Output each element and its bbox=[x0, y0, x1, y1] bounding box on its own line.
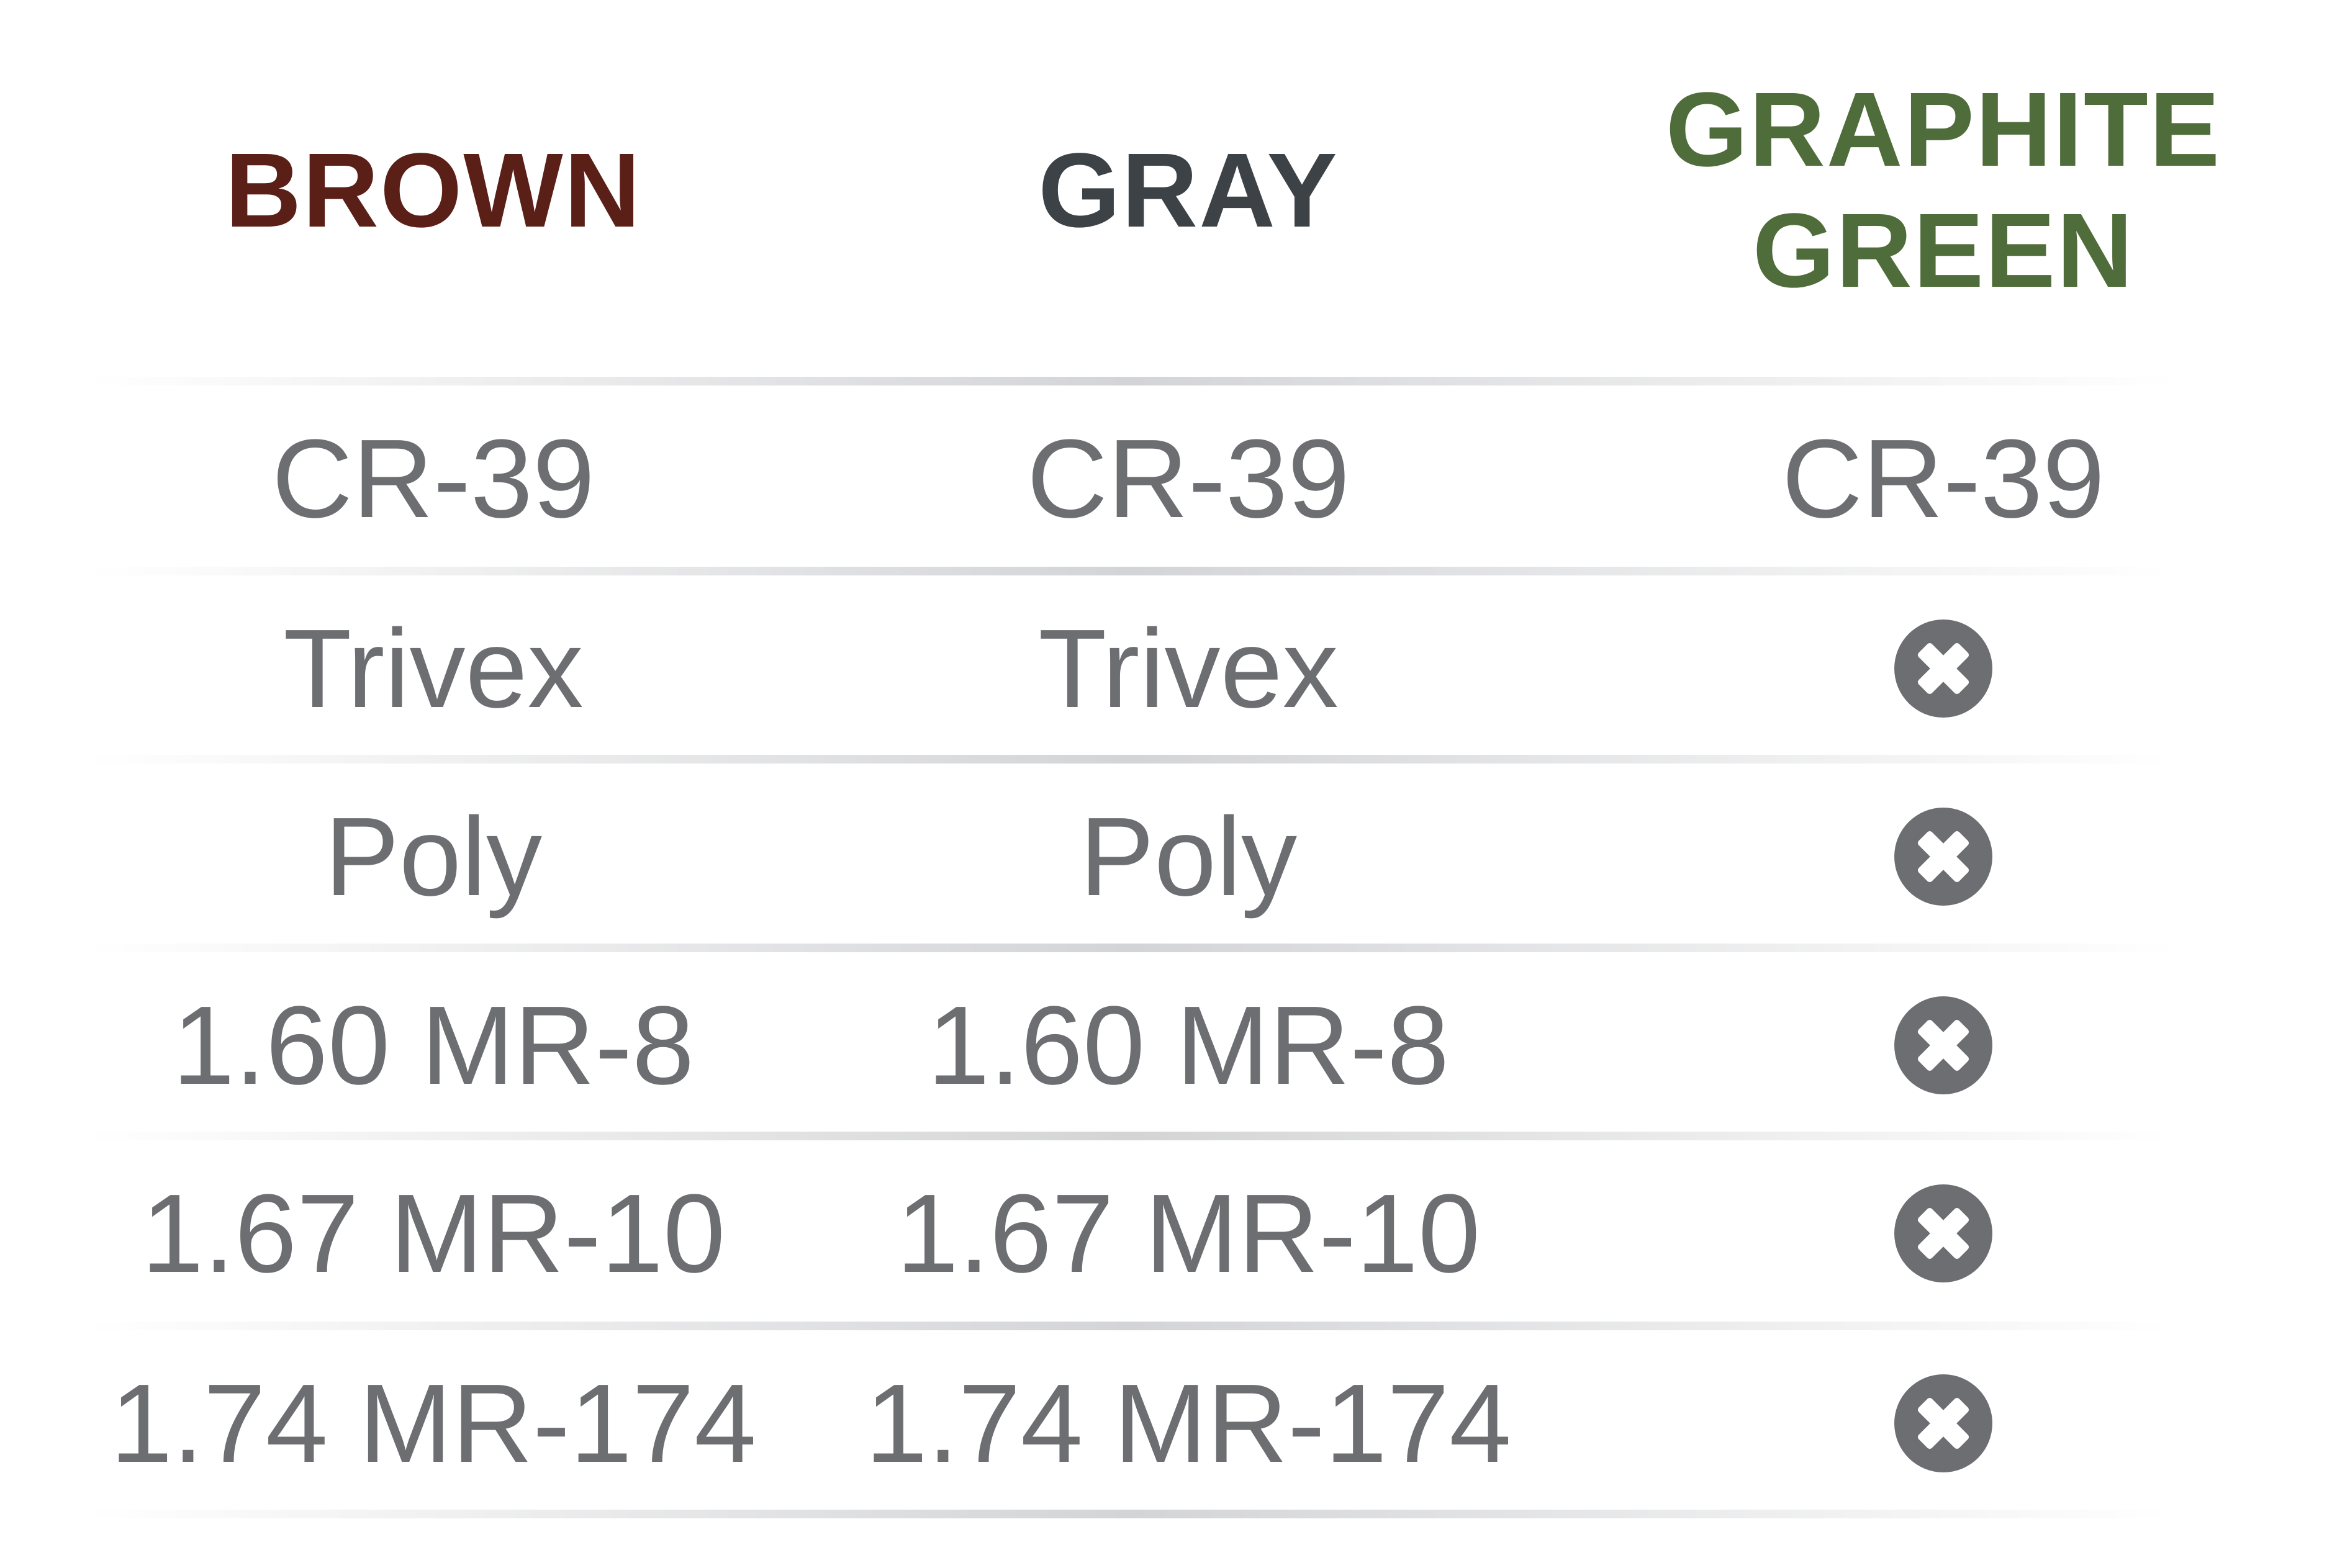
table-cell: 1.67 MR-10 bbox=[56, 1138, 811, 1328]
table-cell: CR-39 bbox=[1566, 384, 2321, 574]
cell-text: 1.74 MR-174 bbox=[110, 1361, 757, 1486]
cell-text: Poly bbox=[324, 794, 543, 919]
cell-text: CR-39 bbox=[1026, 416, 1350, 541]
table-cell: Trivex bbox=[56, 574, 811, 764]
close-circle-icon bbox=[1894, 1374, 1992, 1472]
cell-text: 1.67 MR-10 bbox=[141, 1171, 726, 1296]
cell-text: 1.74 MR-174 bbox=[865, 1361, 1512, 1486]
header-graphite-green: GRAPHITE GREEN bbox=[1665, 71, 2221, 310]
table-cell: 1.74 MR-174 bbox=[811, 1328, 1566, 1518]
table-row: 1.67 MR-10 1.67 MR-10 bbox=[56, 1138, 2321, 1328]
table-cell: 1.60 MR-8 bbox=[56, 950, 811, 1140]
cell-text: CR-39 bbox=[271, 416, 595, 541]
cell-text: Trivex bbox=[1038, 606, 1339, 731]
close-circle-icon bbox=[1894, 808, 1992, 906]
table-header: BROWN GRAY GRAPHITE GREEN bbox=[56, 0, 2321, 381]
table-cell bbox=[1566, 762, 2321, 952]
table-cell: CR-39 bbox=[811, 384, 1566, 574]
table-row: CR-39 CR-39 CR-39 bbox=[56, 384, 2321, 574]
cell-text: Poly bbox=[1079, 794, 1298, 919]
close-circle-icon bbox=[1894, 620, 1992, 718]
table-cell bbox=[1566, 1138, 2321, 1328]
cell-text: CR-39 bbox=[1781, 416, 2105, 541]
table-cell: CR-39 bbox=[56, 384, 811, 574]
close-circle-icon bbox=[1894, 1184, 1992, 1282]
row-divider bbox=[87, 567, 2173, 575]
table-row: Trivex Trivex bbox=[56, 574, 2321, 764]
cell-text: Trivex bbox=[283, 606, 584, 731]
table-cell bbox=[1566, 574, 2321, 764]
header-brown: BROWN bbox=[225, 131, 642, 250]
row-divider bbox=[87, 1322, 2173, 1330]
table-row: Poly Poly bbox=[56, 762, 2321, 952]
table-row: 1.74 MR-174 1.74 MR-174 bbox=[56, 1328, 2321, 1518]
header-gray: GRAY bbox=[1038, 131, 1339, 250]
row-divider bbox=[87, 944, 2173, 952]
table-cell bbox=[1566, 950, 2321, 1140]
table-cell: Trivex bbox=[811, 574, 1566, 764]
close-circle-icon bbox=[1894, 996, 1992, 1094]
table-cell: Poly bbox=[56, 762, 811, 952]
table-cell: 1.74 MR-174 bbox=[56, 1328, 811, 1518]
table-cell: Poly bbox=[811, 762, 1566, 952]
row-divider bbox=[87, 377, 2173, 385]
cell-text: 1.60 MR-8 bbox=[172, 983, 695, 1108]
cell-text: 1.67 MR-10 bbox=[896, 1171, 1481, 1296]
row-divider bbox=[87, 1510, 2173, 1518]
cell-text: 1.60 MR-8 bbox=[927, 983, 1450, 1108]
row-divider bbox=[87, 1132, 2173, 1140]
table-cell: 1.60 MR-8 bbox=[811, 950, 1566, 1140]
row-divider bbox=[87, 755, 2173, 764]
table-row: 1.60 MR-8 1.60 MR-8 bbox=[56, 950, 2321, 1140]
table-cell bbox=[1566, 1328, 2321, 1518]
table-cell: 1.67 MR-10 bbox=[811, 1138, 1566, 1328]
